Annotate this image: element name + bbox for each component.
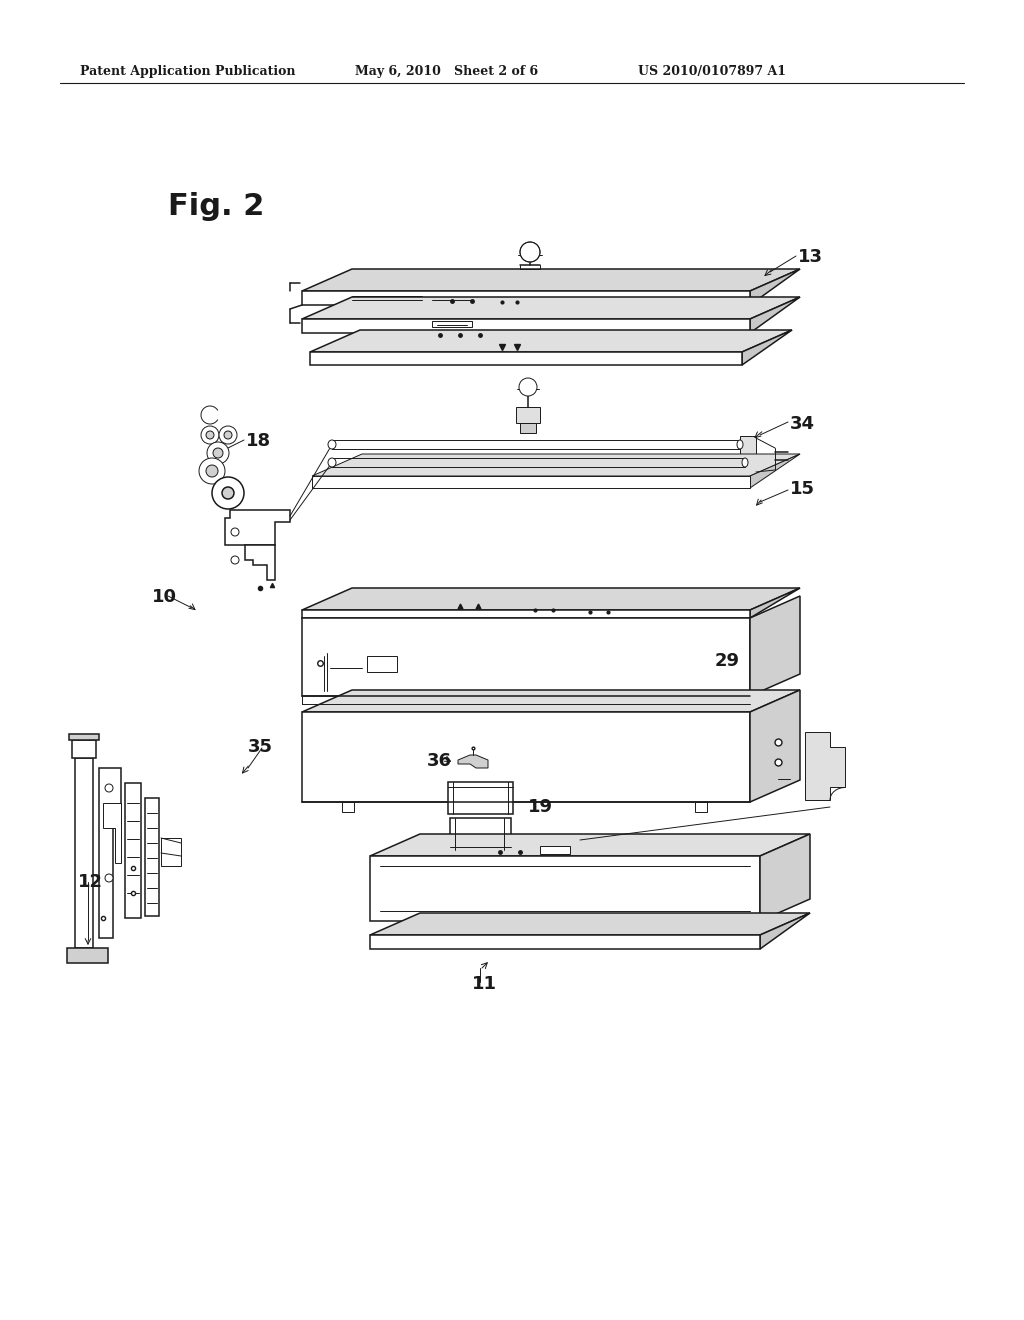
Polygon shape [145,799,159,916]
Circle shape [105,784,113,792]
Polygon shape [750,297,800,333]
Text: 29: 29 [715,652,740,671]
Text: 13: 13 [798,248,823,267]
Circle shape [222,487,234,499]
Polygon shape [750,597,800,696]
Polygon shape [312,454,800,477]
Circle shape [231,556,239,564]
Bar [540,846,570,854]
Bar [432,321,472,327]
Polygon shape [302,618,750,696]
Polygon shape [458,755,488,768]
Circle shape [212,477,244,510]
Circle shape [520,242,540,261]
Text: 35: 35 [248,738,273,756]
Polygon shape [125,783,141,917]
Polygon shape [449,781,513,814]
Circle shape [224,432,232,440]
Ellipse shape [328,458,336,467]
Text: 11: 11 [472,975,497,993]
Polygon shape [75,758,93,948]
Circle shape [199,458,225,484]
Polygon shape [760,913,810,949]
Ellipse shape [328,440,336,449]
Polygon shape [760,834,810,921]
Circle shape [519,378,537,396]
Polygon shape [302,297,800,319]
Text: US 2010/0107897 A1: US 2010/0107897 A1 [638,65,786,78]
Circle shape [219,426,237,444]
Bar [367,656,397,672]
Polygon shape [245,545,275,579]
Text: Fig. 2: Fig. 2 [168,191,264,220]
Polygon shape [370,855,760,921]
Polygon shape [72,741,96,758]
Polygon shape [750,690,800,803]
Circle shape [206,432,214,440]
Text: Patent Application Publication: Patent Application Publication [80,65,296,78]
Bar [520,422,536,433]
Polygon shape [370,834,810,855]
Bar [516,407,540,422]
Polygon shape [302,319,750,333]
Circle shape [231,528,239,536]
Bar [740,436,756,471]
Polygon shape [312,477,750,488]
Polygon shape [99,768,121,939]
Text: 19: 19 [528,799,553,816]
Polygon shape [370,913,810,935]
Text: May 6, 2010   Sheet 2 of 6: May 6, 2010 Sheet 2 of 6 [355,65,539,78]
Polygon shape [67,948,108,964]
Circle shape [213,447,223,458]
Polygon shape [742,330,792,366]
Polygon shape [302,711,750,803]
Polygon shape [225,510,290,545]
Text: 15: 15 [790,480,815,498]
Polygon shape [103,803,121,863]
Polygon shape [750,454,800,488]
Polygon shape [302,587,800,610]
Circle shape [207,442,229,465]
Text: 18: 18 [246,432,271,450]
Bar [695,803,707,812]
Polygon shape [310,330,792,352]
Bar [342,803,354,812]
Ellipse shape [742,458,748,467]
Text: 12: 12 [78,873,103,891]
Polygon shape [750,269,800,305]
Polygon shape [450,818,511,850]
Polygon shape [302,690,800,711]
Polygon shape [302,269,800,290]
Ellipse shape [737,440,743,449]
Polygon shape [69,734,99,741]
Polygon shape [302,610,750,618]
Text: 34: 34 [790,414,815,433]
Polygon shape [302,290,750,305]
Circle shape [105,874,113,882]
Polygon shape [370,935,760,949]
Text: 10: 10 [152,587,177,606]
Polygon shape [750,587,800,618]
Polygon shape [805,733,845,800]
Bar [161,838,181,866]
Text: 36: 36 [427,752,452,770]
Polygon shape [310,352,742,366]
Circle shape [206,465,218,477]
Circle shape [201,426,219,444]
